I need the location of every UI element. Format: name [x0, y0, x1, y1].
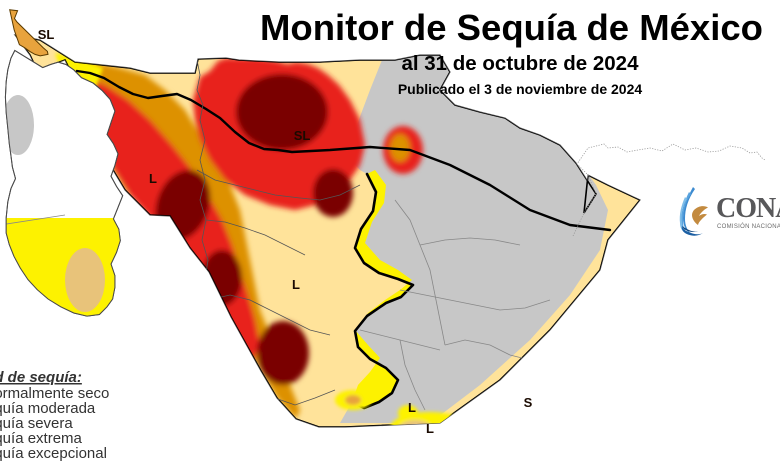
svg-text:SL: SL	[294, 128, 311, 143]
svg-text:S: S	[524, 395, 533, 410]
svg-text:COMISIÓN NACIONAL DEL AGUA: COMISIÓN NACIONAL DEL AGUA	[717, 223, 780, 230]
svg-text:CONAGUA: CONAGUA	[716, 193, 780, 224]
svg-text:L: L	[426, 421, 434, 436]
svg-text:L: L	[408, 400, 416, 415]
svg-text:L: L	[292, 277, 300, 292]
svg-text:ad de sequía:: ad de sequía:	[0, 369, 82, 386]
svg-text:L: L	[149, 171, 157, 186]
svg-text:SL: SL	[38, 27, 55, 42]
svg-text:equía excepcional: equía excepcional	[0, 445, 107, 462]
